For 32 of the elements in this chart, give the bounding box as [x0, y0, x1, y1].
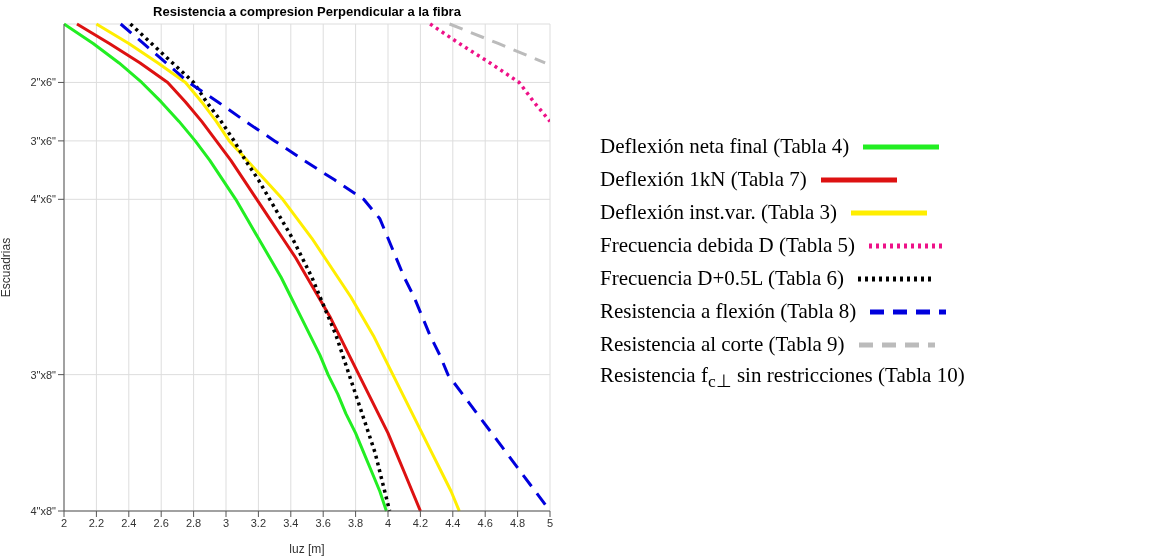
legend-label: Resistencia a flexión (Tabla 8) [600, 299, 857, 324]
y-tick-label: 3"x6" [30, 134, 57, 147]
text: Resistencia f$_{c⊥}$ sin restricciones (Tabla 10) [600, 362, 965, 393]
x-tick-label: 3.2 [250, 516, 267, 529]
legend-label: Resistencia al corte (Tabla 9) [600, 332, 845, 357]
y-tick-label: 2"x6" [30, 76, 57, 89]
x-tick-label: 4.2 [412, 516, 429, 529]
legend-label: Deflexión neta final (Tabla 4) [600, 134, 850, 159]
y-axis-title: Escuadrias [0, 237, 14, 298]
x-tick-label: 3.6 [315, 516, 331, 529]
x-tick-label: 2.6 [153, 516, 169, 529]
x-axis-title: luz [m] [289, 542, 325, 556]
y-tick-label: 3"x8" [30, 368, 57, 381]
x-tick-label: 2.2 [88, 516, 105, 529]
x-tick-label: 4.4 [445, 516, 461, 529]
x-tick-label: 4 [384, 516, 392, 529]
y-tick-label: 4"x6" [30, 193, 57, 206]
x-tick-label: 4.8 [509, 516, 526, 529]
legend-label: Deflexión 1kN (Tabla 7) [600, 167, 807, 192]
x-tick-label: 5 [546, 516, 554, 529]
y-tick-label: 4"x8" [30, 504, 57, 517]
x-tick-label: 3.8 [347, 516, 364, 529]
legend-label: Deflexión inst.var. (Tabla 3) [600, 200, 838, 225]
legend-label: Frecuencia D+0.5L (Tabla 6) [600, 266, 844, 291]
x-tick-label: 3 [222, 516, 230, 529]
legend-label: Frecuencia debida D (Tabla 5) [600, 233, 856, 258]
x-tick-label: 2 [60, 516, 68, 529]
x-tick-label: 2.4 [121, 516, 137, 529]
x-tick-label: 3.4 [283, 516, 299, 529]
x-tick-label: 2.8 [185, 516, 202, 529]
x-tick-label: 4.6 [477, 516, 493, 529]
chart-title: Resistencia a compresion Perpendicular a la fibra [152, 4, 462, 19]
